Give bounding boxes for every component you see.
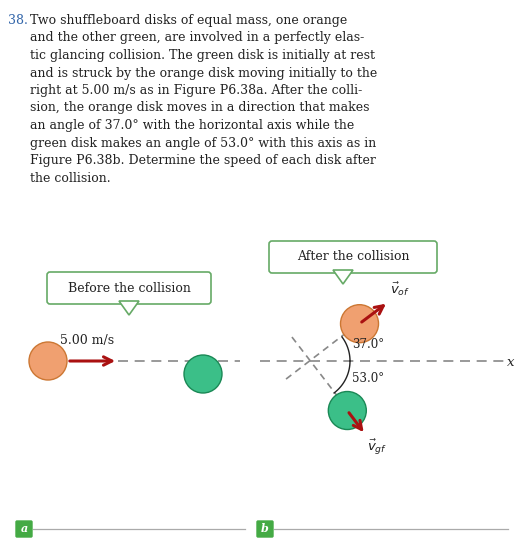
- Text: the collision.: the collision.: [30, 171, 111, 184]
- Text: right at 5.00 m/s as in Figure P6.38a. After the colli-: right at 5.00 m/s as in Figure P6.38a. A…: [30, 84, 362, 97]
- Text: b: b: [261, 524, 269, 535]
- FancyBboxPatch shape: [269, 241, 437, 273]
- Text: Before the collision: Before the collision: [67, 281, 190, 294]
- Polygon shape: [119, 301, 139, 315]
- Text: 37.0°: 37.0°: [352, 339, 384, 352]
- Text: a: a: [20, 524, 28, 535]
- Text: an angle of 37.0° with the horizontal axis while the: an angle of 37.0° with the horizontal ax…: [30, 119, 354, 132]
- Text: x: x: [507, 355, 514, 368]
- Text: sion, the orange disk moves in a direction that makes: sion, the orange disk moves in a directi…: [30, 102, 370, 115]
- Text: Two shuffleboard disks of equal mass, one orange: Two shuffleboard disks of equal mass, on…: [30, 14, 347, 27]
- Text: 53.0°: 53.0°: [352, 373, 384, 386]
- Text: $\vec{v}_{of}$: $\vec{v}_{of}$: [390, 281, 411, 298]
- Text: Figure P6.38b. Determine the speed of each disk after: Figure P6.38b. Determine the speed of ea…: [30, 154, 376, 167]
- FancyBboxPatch shape: [47, 272, 211, 304]
- Polygon shape: [333, 270, 353, 284]
- Circle shape: [340, 305, 378, 342]
- Text: $\vec{v}_{gf}$: $\vec{v}_{gf}$: [367, 438, 388, 457]
- Text: green disk makes an angle of 53.0° with this axis as in: green disk makes an angle of 53.0° with …: [30, 136, 376, 149]
- Text: and is struck by the orange disk moving initially to the: and is struck by the orange disk moving …: [30, 67, 377, 80]
- FancyBboxPatch shape: [16, 521, 32, 537]
- Text: 5.00 m/s: 5.00 m/s: [60, 334, 114, 347]
- Circle shape: [329, 392, 366, 430]
- Text: and the other green, are involved in a perfectly elas-: and the other green, are involved in a p…: [30, 31, 364, 44]
- Text: 38.: 38.: [8, 14, 28, 27]
- FancyBboxPatch shape: [257, 521, 273, 537]
- Text: tic glancing collision. The green disk is initially at rest: tic glancing collision. The green disk i…: [30, 49, 375, 62]
- Circle shape: [29, 342, 67, 380]
- Circle shape: [184, 355, 222, 393]
- Text: After the collision: After the collision: [297, 250, 409, 263]
